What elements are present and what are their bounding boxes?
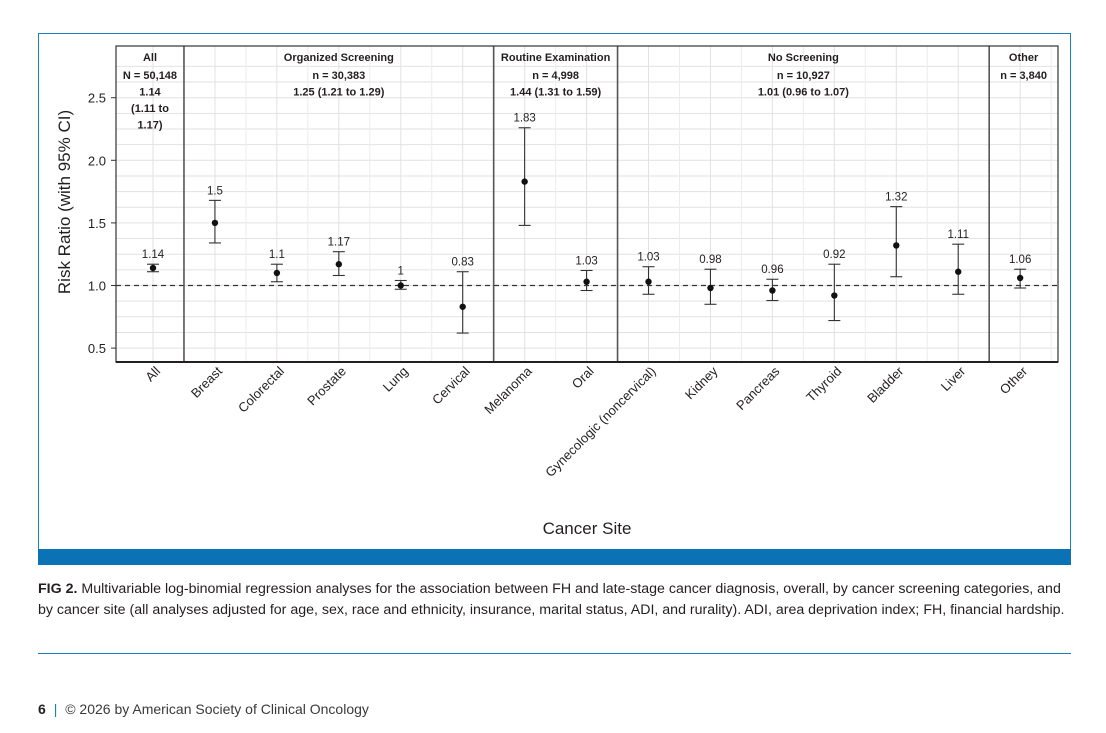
x-axis-tick-labels: All Breast Colorectal Prostate Lung Cervical M… bbox=[142, 363, 1030, 480]
x-tick-label: Gynecologic (noncervical) bbox=[542, 364, 658, 480]
data-label: 0.92 bbox=[823, 249, 845, 261]
group-stat-line: 1.25 (1.21 to 1.29) bbox=[293, 87, 384, 99]
data-point-melanoma bbox=[521, 178, 528, 185]
group-stat-line: 1.14 bbox=[139, 87, 161, 99]
data-point-prostate bbox=[335, 261, 343, 268]
data-point-other bbox=[1016, 274, 1024, 282]
figure-frame bbox=[38, 33, 1071, 565]
data-point-kidney bbox=[707, 284, 714, 292]
page-footer: 6 | © 2026 by American Society of Clinic… bbox=[38, 701, 369, 717]
data-point-all bbox=[149, 264, 157, 272]
x-tick-label: Breast bbox=[188, 363, 225, 400]
x-tick-label: Oral bbox=[569, 363, 597, 391]
figure-caption: FIG 2. Multivariable log-binomial regres… bbox=[38, 579, 1074, 621]
y-axis-ticks: 0.5 1.0 1.5 2.0 2.5 bbox=[88, 91, 116, 356]
group-stat-line: (1.11 to bbox=[131, 103, 169, 115]
data-label: 1.06 bbox=[1009, 254, 1031, 266]
data-point-colorectal bbox=[273, 269, 281, 277]
group-stat-line: n = 30,383 bbox=[312, 70, 365, 82]
group-stat-line: N = 50,148 bbox=[123, 70, 177, 82]
data-point-bladder bbox=[893, 242, 900, 249]
x-axis-label: Cancer Site bbox=[543, 519, 632, 538]
group-stat-line: 1.01 (0.96 to 1.07) bbox=[758, 87, 849, 99]
y-tick-label: 2.5 bbox=[88, 91, 106, 106]
page-number: 6 bbox=[38, 701, 46, 717]
grid-layer bbox=[116, 46, 1058, 362]
copyright-text: © 2026 by American Society of Clinical O… bbox=[65, 701, 369, 717]
data-point-pancreas bbox=[769, 287, 776, 294]
caption-text: Multivariable log-binomial regression an… bbox=[38, 581, 1065, 618]
data-label: 1.5 bbox=[207, 185, 223, 197]
data-point-cervical bbox=[459, 303, 466, 310]
group-stat-line: n = 3,840 bbox=[1000, 70, 1047, 82]
y-tick-label: 0.5 bbox=[88, 341, 106, 356]
x-tick-label: Melanoma bbox=[481, 363, 535, 417]
group-stat-line: 1.44 (1.31 to 1.59) bbox=[510, 87, 601, 99]
y-tick-label: 2.0 bbox=[88, 153, 106, 168]
data-label: 0.96 bbox=[761, 264, 783, 276]
data-point-liver bbox=[955, 268, 962, 275]
caption-rule bbox=[38, 653, 1071, 654]
data-label: 1.14 bbox=[142, 249, 165, 261]
x-tick-label: Kidney bbox=[682, 363, 721, 402]
group-title: Other bbox=[1009, 52, 1039, 64]
data-point-breast bbox=[211, 219, 219, 227]
y-tick-label: 1.0 bbox=[88, 279, 106, 294]
data-label: 1.03 bbox=[637, 252, 659, 264]
group-title: Routine Examination bbox=[501, 52, 611, 64]
x-tick-label: Liver bbox=[938, 363, 969, 394]
data-label: 1.11 bbox=[947, 229, 969, 241]
x-tick-label: Cervical bbox=[429, 363, 473, 407]
group-title: Organized Screening bbox=[284, 52, 394, 64]
x-tick-label: Prostate bbox=[304, 364, 349, 409]
group-stat-line: n = 4,998 bbox=[532, 70, 579, 82]
data-point-oral bbox=[583, 278, 590, 285]
data-label: 1.03 bbox=[575, 255, 597, 267]
data-label: 1.17 bbox=[328, 237, 350, 249]
data-point-lung bbox=[397, 282, 404, 289]
data-label: 1.1 bbox=[269, 249, 285, 261]
data-point-thyroid bbox=[831, 292, 838, 299]
data-points: 1.14 1.5 1.1 1.17 1 0.83 1.83 1.03 1.03 0.98 0.96 0… bbox=[142, 113, 1031, 334]
data-label: 1 bbox=[398, 265, 404, 277]
group-stat-line: 1.17) bbox=[137, 120, 162, 132]
x-tick-label: Thyroid bbox=[803, 364, 844, 405]
group-title: All bbox=[143, 52, 157, 64]
data-label: 0.98 bbox=[699, 254, 721, 266]
figure-bottom-bar bbox=[38, 549, 1071, 565]
y-axis-label: Risk Ratio (with 95% CI) bbox=[55, 110, 74, 294]
x-tick-label: Colorectal bbox=[235, 363, 287, 415]
data-label: 1.32 bbox=[885, 192, 907, 204]
data-label: 0.83 bbox=[452, 257, 474, 269]
x-tick-label: Other bbox=[997, 363, 1031, 397]
x-tick-label: Bladder bbox=[864, 363, 907, 406]
y-tick-label: 1.5 bbox=[88, 216, 106, 231]
x-tick-label: Pancreas bbox=[733, 363, 783, 413]
group-headers: All N = 50,148 1.14 (1.11 to 1.17) Organized … bbox=[123, 52, 1047, 132]
group-separators bbox=[183, 46, 990, 362]
data-label: 1.83 bbox=[513, 113, 535, 125]
footer-separator: | bbox=[53, 701, 58, 717]
group-title: No Screening bbox=[768, 52, 839, 64]
caption-label: FIG 2. bbox=[38, 581, 78, 597]
x-tick-label: Lung bbox=[380, 364, 411, 395]
x-tick-label: All bbox=[142, 363, 163, 384]
group-stat-line: n = 10,927 bbox=[777, 70, 830, 82]
data-point-gynecologic-noncervical bbox=[645, 278, 652, 285]
